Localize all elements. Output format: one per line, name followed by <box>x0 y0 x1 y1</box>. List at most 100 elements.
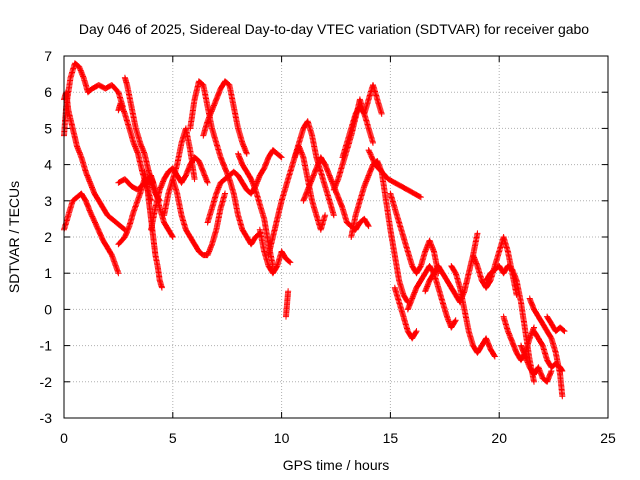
plus-marker <box>559 367 566 374</box>
plus-markers <box>274 150 284 160</box>
plus-markers <box>235 212 245 232</box>
plus-markers <box>487 346 498 359</box>
plus-markers <box>535 335 546 348</box>
plus-markers <box>182 226 193 239</box>
plus-markers <box>348 213 359 240</box>
plus-markers <box>248 235 258 248</box>
plus-markers <box>126 125 137 145</box>
series-track-36 <box>544 313 568 335</box>
plus-markers <box>239 226 250 239</box>
y-tick-label: -3 <box>40 410 53 426</box>
plus-markers <box>544 369 554 385</box>
plus-markers <box>339 205 350 225</box>
plus-markers <box>187 147 198 181</box>
plus-markers <box>209 228 219 248</box>
plus-markers <box>191 79 202 103</box>
plus-marker <box>474 230 481 237</box>
plus-markers <box>374 96 385 116</box>
plus-markers <box>283 170 293 190</box>
plus-marker <box>222 190 229 197</box>
plus-markers <box>404 248 415 268</box>
plus-markers <box>322 183 333 203</box>
plus-markers <box>396 277 407 297</box>
plus-markers <box>108 215 119 225</box>
plus-markers <box>483 278 493 291</box>
plus-markers <box>439 299 450 319</box>
x-tick-label: 0 <box>60 430 68 446</box>
plus-markers <box>457 284 468 311</box>
plus-markers <box>209 191 219 211</box>
plus-markers <box>200 168 211 185</box>
plus-markers <box>531 328 541 341</box>
plus-markers <box>387 226 398 257</box>
plus-marker <box>369 139 376 146</box>
plus-markers <box>269 264 280 277</box>
y-tick-label: 4 <box>44 157 52 173</box>
plus-markers <box>317 168 328 188</box>
plus-markers <box>165 226 176 239</box>
y-tick-label: 5 <box>44 120 52 136</box>
plus-markers <box>500 234 511 254</box>
plus-markers <box>209 125 219 145</box>
plus-markers <box>396 299 407 319</box>
plus-markers <box>372 161 384 174</box>
plus-marker <box>191 176 198 183</box>
plus-markers <box>348 112 359 132</box>
plus-markers <box>213 139 224 159</box>
plus-markers <box>296 126 306 146</box>
plus-markers <box>156 205 167 225</box>
plus-markers <box>67 61 78 81</box>
y-tick-label: 7 <box>44 48 52 64</box>
plus-markers <box>317 213 328 233</box>
plus-markers <box>461 271 472 295</box>
plus-markers <box>152 188 163 211</box>
plus-markers <box>483 271 493 284</box>
plus-markers <box>283 289 291 320</box>
plus-markers <box>361 97 372 117</box>
series-track-22 <box>339 82 385 161</box>
series-track-18 <box>283 288 292 320</box>
plus-markers <box>552 360 563 370</box>
plus-markers <box>400 313 411 333</box>
x-tick-label: 25 <box>600 430 616 446</box>
y-tick-label: 2 <box>44 229 52 245</box>
plus-markers <box>539 342 550 362</box>
plus-markers <box>343 126 354 146</box>
plus-markers <box>278 248 289 261</box>
plus-markers <box>195 248 206 258</box>
plus-markers <box>104 244 115 258</box>
plus-markers <box>426 271 437 284</box>
plus-marker <box>243 150 250 157</box>
y-tick-label: 0 <box>44 301 52 317</box>
plus-marker <box>285 288 292 295</box>
plus-markers <box>69 125 80 149</box>
plus-markers <box>385 176 397 186</box>
plus-markers <box>65 107 76 131</box>
plus-marker <box>365 223 372 230</box>
plus-markers <box>274 199 285 222</box>
plus-markers <box>230 168 241 178</box>
plus-markers <box>124 82 135 109</box>
plus-markers <box>343 134 354 154</box>
plus-markers <box>80 74 91 94</box>
plus-markers <box>71 60 82 70</box>
plus-markers <box>269 217 280 240</box>
plus-markers <box>256 166 267 179</box>
plus-markers <box>504 263 515 272</box>
plus-markers <box>235 125 245 145</box>
plus-markers <box>487 267 497 277</box>
plus-markers <box>435 263 445 276</box>
y-axis-label: SDTVAR / TECUs <box>6 181 22 293</box>
plus-markers <box>283 255 293 265</box>
plus-markers <box>448 263 459 276</box>
plus-markers <box>361 215 371 229</box>
plus-markers <box>256 226 267 254</box>
plus-markers <box>444 277 454 290</box>
plus-markers <box>91 190 102 203</box>
plus-markers <box>500 313 511 333</box>
plus-markers <box>239 161 250 174</box>
plus-markers <box>108 82 121 95</box>
plus-markers <box>317 154 328 167</box>
plus-markers <box>365 125 376 145</box>
plus-markers <box>200 119 211 139</box>
